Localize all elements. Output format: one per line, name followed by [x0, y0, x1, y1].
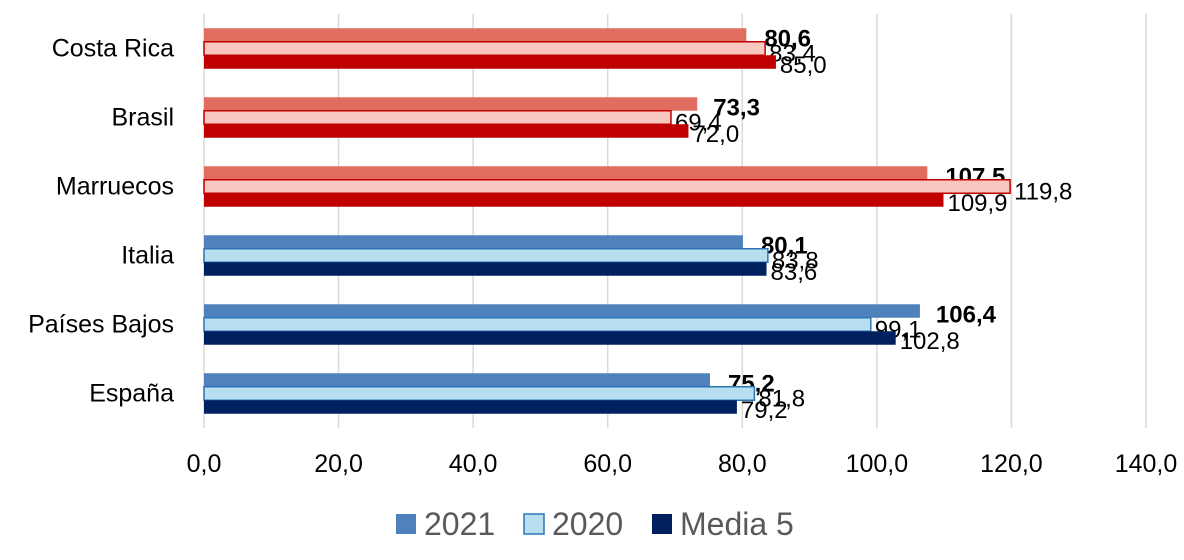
bar-2020 — [203, 317, 872, 332]
x-tick-label: 20,0 — [314, 450, 363, 478]
data-label: 109,9 — [947, 190, 1007, 217]
category-label: Brasil — [111, 104, 174, 132]
data-label: 85,0 — [780, 52, 827, 79]
data-label: 79,2 — [741, 397, 788, 424]
bar-2021 — [204, 373, 710, 387]
data-label: 83,4 — [769, 40, 816, 67]
data-label: 80,6 — [764, 25, 811, 52]
legend-label: 2021 — [424, 506, 495, 542]
legend-swatch — [523, 513, 545, 535]
bar-media-5 — [204, 262, 767, 276]
bar-media-5 — [204, 193, 944, 207]
category-label: Italia — [121, 242, 174, 270]
data-label: 106,4 — [936, 301, 997, 328]
x-tick-label: 40,0 — [449, 450, 498, 478]
data-label: 72,0 — [692, 121, 739, 148]
data-label: 119,8 — [1014, 178, 1072, 205]
bar-2020 — [203, 110, 672, 125]
bar-2021 — [204, 166, 928, 180]
category-label: Países Bajos — [28, 311, 174, 339]
bar-2020 — [203, 248, 769, 263]
bar-2021 — [204, 97, 698, 111]
bar-2020 — [203, 179, 1011, 194]
legend-swatch — [652, 514, 672, 534]
x-tick-label: 80,0 — [718, 450, 767, 478]
x-tick-label: 120,0 — [980, 450, 1043, 478]
data-label: 81,8 — [758, 385, 805, 412]
x-tick-label: 140,0 — [1115, 450, 1178, 478]
bar-media-5 — [204, 400, 737, 414]
bar-2020 — [203, 386, 756, 401]
data-label: 83,8 — [772, 247, 819, 274]
legend-swatch — [396, 514, 416, 534]
category-label: España — [89, 380, 174, 408]
legend-label: 2020 — [552, 506, 623, 542]
bar-2020 — [203, 41, 766, 56]
category-label: Costa Rica — [52, 35, 174, 63]
bar-media-5 — [204, 331, 896, 345]
bar-media-5 — [204, 124, 689, 138]
category-label: Marruecos — [56, 173, 174, 201]
x-tick-label: 60,0 — [583, 450, 632, 478]
x-tick-label: 100,0 — [846, 450, 909, 478]
bar-2021 — [204, 235, 743, 249]
data-label: 83,6 — [771, 259, 818, 286]
data-label: 80,1 — [761, 232, 808, 259]
bar-2021 — [204, 28, 747, 42]
x-tick-label: 0,0 — [187, 450, 222, 478]
bar-media-5 — [204, 55, 776, 69]
data-label: 73,3 — [713, 94, 760, 121]
legend-label: Media 5 — [680, 506, 794, 542]
bar-2021 — [204, 304, 920, 318]
data-label: 102,8 — [900, 328, 960, 355]
